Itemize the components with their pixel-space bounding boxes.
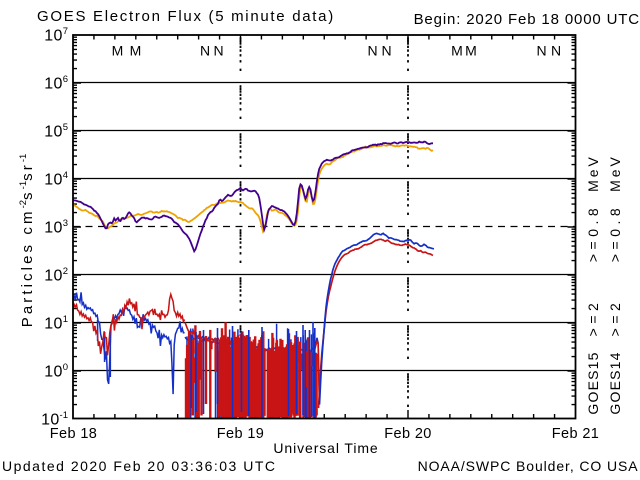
svg-text:N: N (367, 43, 377, 59)
svg-text:103: 103 (44, 218, 68, 237)
svg-text:M: M (451, 43, 463, 59)
svg-text:>=0.8: >=0.8 (607, 204, 623, 262)
svg-text:Feb 18: Feb 18 (50, 426, 98, 442)
svg-text:100: 100 (44, 362, 68, 381)
svg-text:>=2: >=2 (607, 299, 623, 337)
svg-text:106: 106 (44, 74, 68, 93)
svg-text:MeV: MeV (607, 154, 623, 192)
svg-text:Feb 21: Feb 21 (552, 426, 600, 442)
svg-text:M: M (112, 43, 124, 59)
svg-text:MeV: MeV (585, 154, 601, 192)
svg-text:101: 101 (44, 314, 68, 333)
svg-text:Universal Time: Universal Time (273, 440, 378, 456)
svg-text:GOES14: GOES14 (607, 351, 623, 414)
svg-text:GOES Electron Flux (5 minute d: GOES Electron Flux (5 minute data) (37, 8, 335, 25)
svg-text:N: N (536, 43, 546, 59)
svg-text:NOAA/SWPC Boulder, CO USA: NOAA/SWPC Boulder, CO USA (418, 458, 639, 474)
svg-text:N: N (213, 43, 223, 59)
svg-text:107: 107 (44, 26, 68, 45)
svg-text:N: N (551, 43, 561, 59)
svg-text:Feb 19: Feb 19 (217, 426, 265, 442)
svg-text:Updated 2020 Feb 20 03:36:03 U: Updated 2020 Feb 20 03:36:03 UTC (2, 458, 277, 474)
svg-text:105: 105 (44, 122, 68, 141)
svg-text:Begin: 2020 Feb 18 0000 UTC: Begin: 2020 Feb 18 0000 UTC (414, 11, 640, 28)
svg-text:N: N (200, 43, 210, 59)
svg-text:104: 104 (44, 170, 68, 189)
svg-text:M: M (130, 43, 142, 59)
svg-text:Feb 20: Feb 20 (384, 426, 432, 442)
svg-text:M: M (465, 43, 477, 59)
svg-text:N: N (381, 43, 391, 59)
svg-text:GOES15: GOES15 (585, 351, 601, 414)
svg-text:Particles cm-2s-1sr-1: Particles cm-2s-1sr-1 (18, 154, 36, 328)
svg-text:>=2: >=2 (585, 299, 601, 337)
svg-text:>=0.8: >=0.8 (585, 204, 601, 262)
svg-text:102: 102 (44, 266, 68, 285)
